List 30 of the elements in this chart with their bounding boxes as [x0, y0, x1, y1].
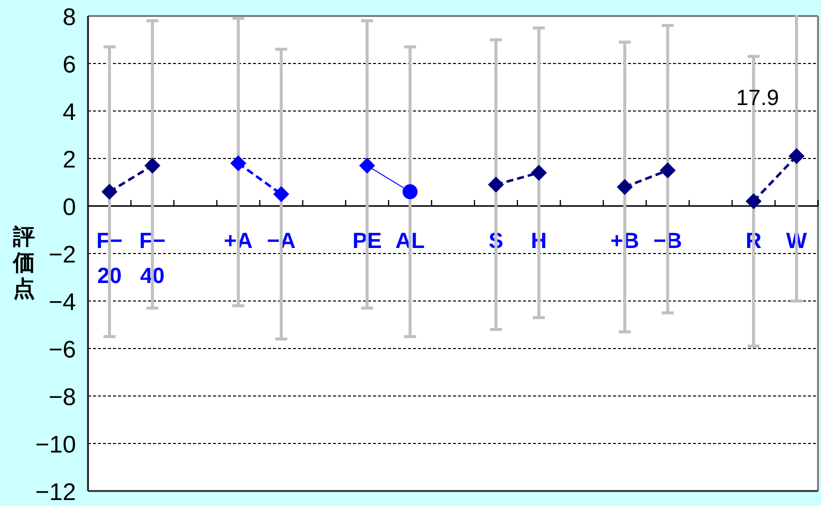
y-tick-label: −4 [48, 289, 76, 316]
y-tick-label: 2 [62, 146, 76, 174]
y-tick-label: −12 [35, 479, 76, 506]
point [101, 184, 118, 200]
x-tick-label: PE [352, 228, 382, 253]
x-tick-label: F− 20 [96, 228, 123, 288]
point [660, 162, 676, 178]
x-tick-label: AL [395, 228, 425, 253]
y-tick-label: −2 [48, 242, 76, 268]
y-tick-label: 4 [62, 99, 76, 126]
point [359, 158, 376, 174]
y-tick-label: 8 [62, 4, 76, 31]
x-tick-label: +A [224, 228, 253, 253]
y-tick-label: 0 [62, 194, 76, 221]
point [616, 179, 633, 195]
point [402, 184, 418, 200]
y-axis-title: 評価点 [12, 224, 35, 301]
point [230, 155, 246, 172]
y-tick-label: −6 [48, 336, 76, 364]
y-tick-label: −8 [48, 384, 76, 411]
y-tick-label: 6 [62, 52, 76, 78]
x-tick-label: F− 40 [139, 228, 166, 288]
point [746, 193, 762, 210]
y-tick-label: −10 [35, 432, 76, 458]
point [273, 186, 290, 202]
point [788, 148, 805, 164]
annotation: 17.9 [736, 84, 779, 110]
point [530, 164, 547, 181]
point [144, 158, 160, 174]
point [488, 176, 504, 193]
